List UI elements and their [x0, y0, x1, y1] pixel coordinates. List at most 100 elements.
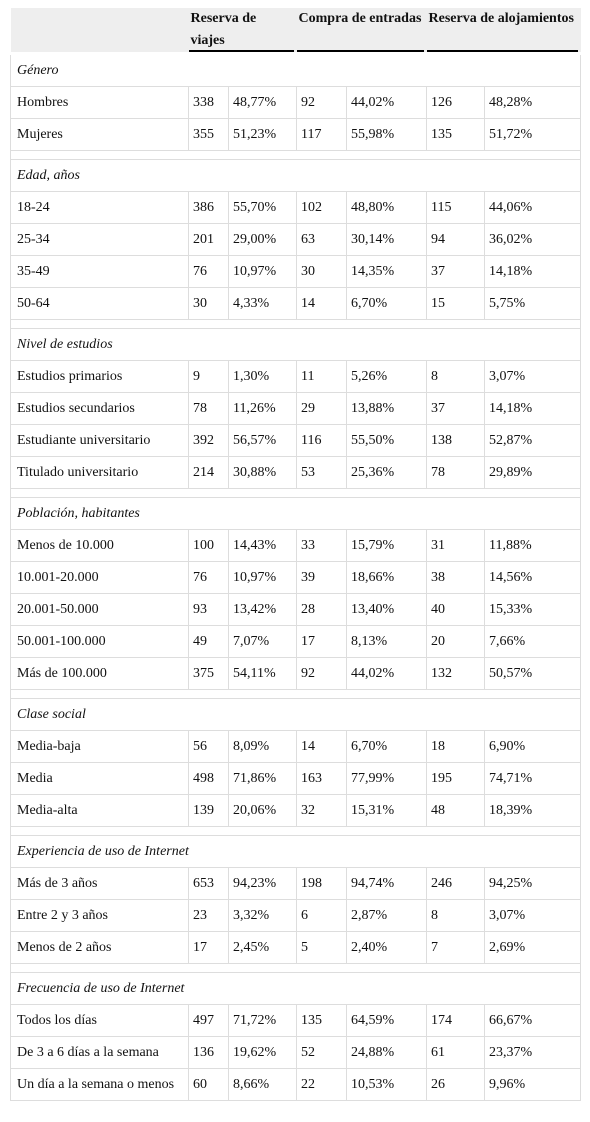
cell-value: 14 [296, 730, 348, 763]
spacer-row [9, 150, 582, 160]
data-table: Reserva de viajes Compra de entradas Reser… [9, 8, 582, 1101]
cell-value: 78 [188, 392, 229, 425]
row-label: Titulado universitario [10, 456, 189, 489]
cell-value: 8,09% [227, 730, 298, 763]
cell-value: 61 [426, 1036, 486, 1069]
cell-value: 94,25% [484, 867, 582, 900]
spacer-cell [9, 689, 582, 699]
cell-value: 36,02% [484, 223, 582, 256]
cell-value: 48,80% [346, 191, 428, 224]
cell-value: 23,37% [484, 1036, 582, 1069]
cell-value: 9,96% [484, 1068, 582, 1101]
cell-value: 93 [188, 593, 229, 626]
cell-value: 386 [188, 191, 229, 224]
cell-value: 7,07% [227, 625, 298, 658]
cell-value: 32 [296, 794, 348, 827]
cell-value: 48,77% [227, 86, 298, 119]
cell-value: 56,57% [227, 424, 298, 457]
row-label: Menos de 2 años [10, 931, 189, 964]
row-label: Media-alta [10, 794, 189, 827]
cell-value: 17 [188, 931, 229, 964]
cell-value: 44,06% [484, 191, 582, 224]
cell-value: 375 [188, 657, 229, 690]
cell-value: 15,33% [484, 593, 582, 626]
cell-value: 15,31% [346, 794, 428, 827]
cell-value: 19,62% [227, 1036, 298, 1069]
cell-value: 6,70% [346, 730, 428, 763]
cell-value: 10,53% [346, 1068, 428, 1101]
row-label: 20.001-50.000 [10, 593, 189, 626]
section-row: Frecuencia de uso de Internet [9, 972, 582, 1005]
section-title: Clase social [9, 698, 582, 731]
cell-value: 92 [296, 86, 348, 119]
cell-value: 20,06% [227, 794, 298, 827]
cell-value: 22 [296, 1068, 348, 1101]
cell-value: 498 [188, 762, 229, 795]
cell-value: 5,75% [484, 287, 582, 320]
data-row: De 3 a 6 días a la semana 136 19,62% 52 24,8… [10, 1036, 582, 1069]
cell-value: 63 [296, 223, 348, 256]
data-row: Un día a la semana o menos 60 8,66% 22 10,53… [10, 1068, 582, 1101]
row-label: Media [10, 762, 189, 795]
cell-value: 77,99% [346, 762, 428, 795]
cell-value: 136 [188, 1036, 229, 1069]
row-label: Más de 100.000 [10, 657, 189, 690]
column-header-text: Reserva de alojamientos [426, 8, 578, 51]
cell-value: 115 [426, 191, 486, 224]
row-label: 25-34 [10, 223, 189, 256]
cell-value: 17 [296, 625, 348, 658]
cell-value: 14,43% [227, 529, 298, 562]
data-row: Titulado universitario 214 30,88% 53 25,36% 7… [10, 456, 582, 489]
cell-value: 71,72% [227, 1004, 298, 1037]
cell-value: 44,02% [346, 657, 428, 690]
cell-value: 5,26% [346, 360, 428, 393]
cell-value: 13,42% [227, 593, 298, 626]
spacer-cell [9, 150, 582, 160]
header-row: Reserva de viajes Compra de entradas Reser… [10, 8, 581, 55]
cell-value: 1,30% [227, 360, 298, 393]
cell-value: 14,18% [484, 255, 582, 288]
cell-value: 163 [296, 762, 348, 795]
cell-value: 49 [188, 625, 229, 658]
row-label: 10.001-20.000 [10, 561, 189, 594]
cell-value: 2,40% [346, 931, 428, 964]
cell-value: 94,23% [227, 867, 298, 900]
cell-value: 5 [296, 931, 348, 964]
cell-value: 28 [296, 593, 348, 626]
cell-value: 48,28% [484, 86, 582, 119]
row-label: Media-baja [10, 730, 189, 763]
cell-value: 52,87% [484, 424, 582, 457]
cell-value: 14,56% [484, 561, 582, 594]
cell-value: 18,39% [484, 794, 582, 827]
cell-value: 7,66% [484, 625, 582, 658]
cell-value: 139 [188, 794, 229, 827]
cell-value: 135 [426, 118, 486, 151]
data-row: Menos de 2 años 17 2,45% 5 2,40% 7 2,69% [10, 931, 582, 964]
cell-value: 53 [296, 456, 348, 489]
cell-value: 6,90% [484, 730, 582, 763]
cell-value: 11,26% [227, 392, 298, 425]
cell-value: 60 [188, 1068, 229, 1101]
data-row: Menos de 10.000 100 14,43% 33 15,79% 31 11,88% [10, 529, 582, 562]
section-row: Experiencia de uso de Internet [9, 835, 582, 868]
cell-value: 37 [426, 392, 486, 425]
cell-value: 135 [296, 1004, 348, 1037]
row-label: Menos de 10.000 [10, 529, 189, 562]
cell-value: 246 [426, 867, 486, 900]
cell-value: 8,13% [346, 625, 428, 658]
data-row: 10.001-20.000 76 10,97% 39 18,66% 38 14,56% [10, 561, 582, 594]
cell-value: 71,86% [227, 762, 298, 795]
cell-value: 51,72% [484, 118, 582, 151]
cell-value: 30,14% [346, 223, 428, 256]
cell-value: 116 [296, 424, 348, 457]
cell-value: 55,50% [346, 424, 428, 457]
cell-value: 30 [188, 287, 229, 320]
cell-value: 29,89% [484, 456, 582, 489]
cell-value: 214 [188, 456, 229, 489]
column-header: Reserva de viajes [188, 8, 297, 55]
cell-value: 7 [426, 931, 486, 964]
spacer-cell [9, 963, 582, 973]
row-label: Estudios primarios [10, 360, 189, 393]
cell-value: 11 [296, 360, 348, 393]
